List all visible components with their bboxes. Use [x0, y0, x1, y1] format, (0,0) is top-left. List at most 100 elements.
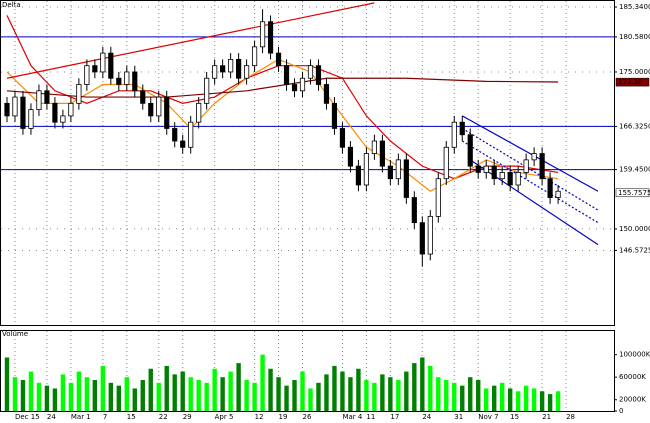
volume-bar: [348, 377, 353, 411]
volume-bar: [499, 382, 505, 411]
candle-body: [499, 172, 505, 180]
volume-bar: [484, 388, 489, 411]
volume-bar: [316, 382, 321, 411]
x-tick-label: 17: [390, 413, 399, 421]
candle-body: [523, 159, 529, 173]
volume-bar: [364, 380, 369, 411]
indicator-line: [461, 115, 599, 192]
x-tick-label: 31: [454, 413, 463, 421]
candle-body: [180, 140, 186, 148]
title-box: [1, 1, 23, 9]
candle-body: [531, 153, 537, 161]
x-tick-label: 7: [103, 413, 107, 421]
volume-panel: [0, 330, 615, 412]
x-tick-label: 12: [255, 413, 264, 421]
candle-body: [315, 65, 322, 85]
x-tick-label: 24: [422, 413, 431, 421]
candle-body: [555, 190, 561, 198]
candle-body: [172, 128, 178, 142]
volume-bar: [52, 388, 58, 411]
volume-bar: [539, 391, 545, 411]
x-tick-label: 28: [566, 413, 575, 421]
volume-bar: [555, 391, 561, 411]
x-tick-label: 22: [159, 413, 168, 421]
candle-body: [188, 121, 194, 148]
candle-body: [363, 153, 370, 186]
chart-title: Delta: [2, 1, 21, 9]
volume-bar: [292, 380, 297, 411]
candle-body: [196, 102, 202, 123]
volume-bar: [396, 380, 401, 411]
candle-body: [164, 96, 170, 129]
candle-body: [299, 77, 306, 92]
price-tag: [615, 188, 650, 198]
x-tick-label: 24: [47, 413, 56, 421]
candle-body: [116, 77, 122, 85]
volume-bar: [332, 365, 337, 411]
volume-bar: [460, 385, 465, 411]
volume-bar: [164, 365, 169, 411]
candle-body: [323, 84, 330, 104]
x-tick-label: 29: [183, 413, 192, 421]
candle-body: [459, 121, 465, 136]
volume-bar: [420, 357, 425, 411]
y-tick-label: 166.3250: [619, 122, 650, 130]
candle-body: [12, 96, 18, 117]
volume-bar: [140, 380, 145, 411]
volume-bar: [132, 388, 137, 411]
candle-body: [259, 21, 266, 48]
candle-body: [100, 52, 106, 73]
indicator-line: [469, 159, 599, 246]
candle-body: [92, 65, 98, 73]
volume-bar: [428, 365, 433, 411]
volume-bar: [148, 368, 153, 411]
candle-body: [419, 222, 425, 255]
candle-body: [275, 52, 282, 67]
candle-body: [4, 102, 10, 117]
x-tick-label: 11: [366, 413, 375, 421]
x-tick-label: 26: [303, 413, 312, 421]
candle-body: [132, 71, 138, 92]
candle-body: [403, 159, 409, 198]
candle-body: [355, 165, 362, 186]
candle-body: [371, 140, 377, 154]
volume-bar: [468, 377, 473, 411]
volume-bar: [340, 371, 345, 411]
candle-body: [44, 90, 50, 104]
volume-bar: [92, 380, 98, 411]
volume-bar: [124, 377, 129, 411]
volume-bar: [523, 385, 529, 411]
candle-body: [379, 140, 385, 167]
volume-bar: [44, 385, 50, 411]
price-plot: [1, 1, 614, 325]
candle-body: [60, 115, 66, 123]
candle-body: [291, 84, 298, 92]
volume-bar: [356, 368, 361, 411]
candle-body: [204, 77, 210, 104]
candle-body: [547, 178, 553, 198]
volume-bar: [531, 388, 537, 411]
y-tick-label: 180.5800: [619, 33, 650, 41]
candle-body: [443, 146, 449, 180]
x-tick-label: 15: [127, 413, 136, 421]
candle-body: [148, 102, 154, 117]
volume-bar: [68, 382, 74, 411]
volume-bar: [412, 363, 417, 411]
x-tick-label: 19: [279, 413, 288, 421]
candle-body: [539, 153, 545, 180]
candle-body: [76, 84, 82, 104]
volume-tick-label: 0: [619, 407, 623, 415]
x-tick-label: Dec 15: [15, 413, 40, 421]
x-tick-label: Mar 4: [342, 413, 362, 421]
price-panel: [0, 0, 615, 326]
candle-body: [347, 146, 354, 167]
volume-tick-label: 60000K: [619, 373, 646, 381]
volume-bar: [244, 380, 249, 411]
volume-bar: [108, 382, 114, 411]
volume-bar: [116, 385, 122, 411]
volume-bar: [172, 374, 177, 411]
volume-bar: [12, 377, 18, 411]
volume-bar: [452, 382, 457, 411]
volume-bar: [491, 385, 497, 411]
